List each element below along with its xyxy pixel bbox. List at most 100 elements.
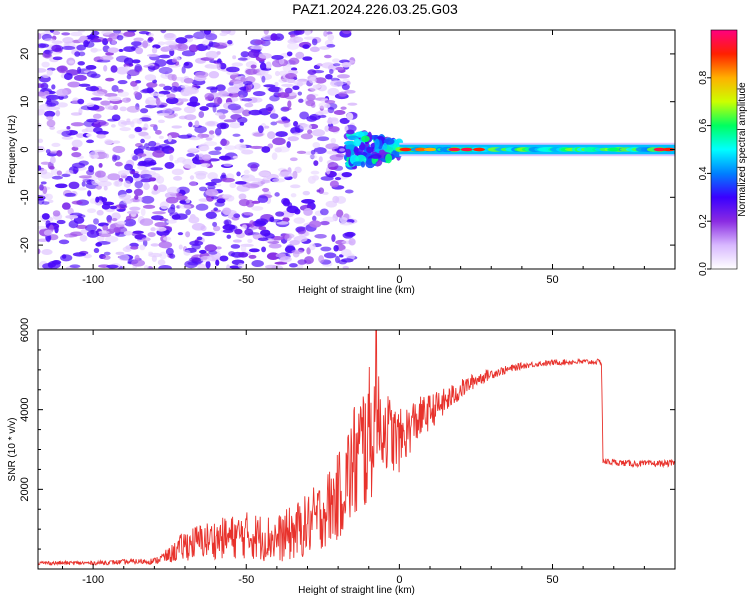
heatmap-cell — [239, 138, 244, 143]
heatmap-cell — [171, 125, 183, 129]
heatmap-cell — [165, 247, 174, 256]
heatmap-cell — [199, 255, 213, 262]
heatmap-cell — [195, 172, 207, 180]
heatmap-cell — [108, 33, 120, 40]
heatmap-cell — [51, 44, 62, 52]
heatmap-cell — [195, 71, 209, 78]
heatmap-cell — [83, 40, 89, 48]
heatmap-cell — [152, 79, 158, 84]
heatmap-cell — [66, 125, 71, 130]
heatmap-cell — [158, 54, 171, 59]
heatmap-cell — [158, 264, 172, 269]
heatmap-cell — [90, 97, 103, 101]
heatmap-cell — [203, 30, 212, 35]
heatmap-cell — [93, 154, 100, 159]
heatmap-cell — [424, 147, 436, 152]
heatmap-cell — [292, 170, 298, 179]
heatmap-cell — [123, 31, 136, 37]
heatmap-cell — [255, 218, 269, 225]
heatmap-cell — [209, 60, 218, 64]
heatmap-cell — [169, 253, 176, 259]
heatmap-cell — [93, 36, 105, 43]
heatmap-cell — [189, 240, 204, 246]
heatmap-cell — [285, 73, 298, 80]
heatmap-cell — [328, 126, 340, 133]
heatmap-cell — [232, 239, 242, 243]
heatmap-x-tick-label: 0 — [396, 274, 402, 286]
heatmap-cell — [309, 220, 322, 228]
heatmap-cell — [348, 238, 356, 246]
heatmap-cell — [142, 204, 156, 209]
heatmap-cell — [118, 48, 124, 52]
heatmap-cell — [184, 62, 190, 66]
heatmap-cell — [241, 174, 256, 182]
heatmap-cell — [71, 151, 82, 158]
line-x-tick-label: -100 — [82, 574, 104, 586]
heatmap-cell — [318, 255, 325, 263]
heatmap-cell — [232, 133, 241, 137]
heatmap-cell — [51, 84, 56, 90]
heatmap-cell — [219, 255, 229, 262]
heatmap-cell — [86, 133, 92, 137]
heatmap-cell — [158, 241, 173, 249]
heatmap-cell — [51, 142, 61, 148]
heatmap-cell — [202, 40, 209, 46]
heatmap-cell — [95, 185, 102, 190]
heatmap-cell — [61, 32, 71, 36]
heatmap-cell — [345, 148, 352, 158]
heatmap-cell — [214, 42, 228, 50]
heatmap-cell — [51, 175, 63, 180]
heatmap-cell — [329, 80, 344, 88]
heatmap-cell — [302, 44, 310, 49]
heatmap-cell — [119, 106, 127, 112]
heatmap-cell — [150, 243, 160, 247]
heatmap-cell — [289, 157, 298, 162]
heatmap-cell — [206, 86, 218, 90]
heatmap-cell — [132, 173, 140, 179]
heatmap-cell — [144, 104, 157, 109]
heatmap-cell — [166, 219, 177, 224]
heatmap-cell — [295, 30, 305, 35]
heatmap-cell — [186, 153, 195, 157]
heatmap-cell — [344, 231, 356, 237]
heatmap-cell — [274, 192, 280, 197]
heatmap-cell — [240, 244, 247, 253]
heatmap-cell — [43, 90, 50, 96]
heatmap-cell — [311, 129, 326, 137]
heatmap-cell — [133, 188, 144, 196]
heatmap-cell — [183, 77, 194, 84]
heatmap-cell — [158, 83, 166, 87]
heatmap-cell — [318, 102, 327, 109]
heatmap-cell — [60, 254, 73, 262]
heatmap-cell — [189, 175, 195, 180]
heatmap-cell — [204, 244, 217, 252]
heatmap-cell — [86, 169, 95, 176]
heatmap-cell — [314, 233, 327, 239]
heatmap-cell — [255, 68, 260, 73]
heatmap-cell — [205, 137, 213, 141]
heatmap-cell — [41, 249, 53, 256]
heatmap-cell — [210, 178, 223, 183]
heatmap-cell — [138, 31, 150, 35]
heatmap-cell — [299, 124, 313, 130]
heatmap-cell — [286, 78, 296, 84]
heatmap-cell — [208, 150, 222, 156]
heatmap-cell — [653, 147, 666, 152]
heatmap-cell — [51, 40, 63, 44]
heatmap-cell — [290, 184, 301, 189]
heatmap-cell — [231, 62, 244, 67]
heatmap-cell — [318, 156, 323, 163]
heatmap-cell — [327, 87, 340, 96]
heatmap-cell — [317, 136, 330, 142]
heatmap-cell — [130, 41, 142, 47]
heatmap-cell — [306, 115, 318, 122]
heatmap-cell — [45, 149, 51, 154]
heatmap-cell — [275, 131, 288, 138]
heatmap-cell — [137, 153, 147, 157]
heatmap-cell — [134, 126, 143, 133]
heatmap-cell — [134, 64, 142, 72]
heatmap-cell — [291, 249, 304, 254]
heatmap-cell — [215, 84, 226, 92]
heatmap-cell — [140, 108, 149, 114]
heatmap-cell — [90, 47, 98, 53]
